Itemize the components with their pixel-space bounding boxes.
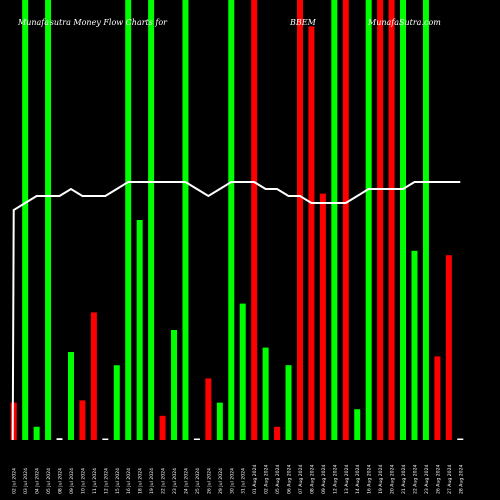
x-tick-label-13: 19 Jul 2024	[149, 468, 155, 494]
bar-39	[445, 255, 452, 440]
bar-24	[274, 426, 281, 440]
x-tick-label-16: 24 Jul 2024	[183, 468, 189, 494]
money-flow-line	[11, 181, 461, 441]
x-tick-label-30: 13 Aug 2024	[344, 464, 350, 494]
x-tick-label-4: 05 Jul 2024	[46, 468, 52, 494]
bar-6	[67, 352, 74, 440]
x-tick-labels: 02 Jul 2024 03 Jul 2024 04 Jul 2024 05 Jul …	[12, 464, 465, 494]
x-tick-label-3: 04 Jul 2024	[35, 468, 41, 494]
bar-40	[457, 438, 464, 440]
bar-36	[411, 250, 418, 440]
bar-3	[33, 426, 40, 440]
bar-2	[22, 0, 29, 440]
x-tick-label-35: 21 Aug 2024	[401, 464, 407, 494]
x-tick-label-25: 06 Aug 2024	[287, 464, 293, 494]
bar-12	[136, 220, 143, 440]
x-tick-label-8: 11 Jul 2024	[92, 468, 98, 494]
x-tick-label-17: 25 Jul 2024	[195, 468, 201, 494]
bar-15	[171, 330, 178, 440]
bar-35	[400, 0, 407, 440]
bar-4	[45, 0, 52, 440]
x-tick-label-31: 14 Aug 2024	[355, 464, 361, 494]
bar-33	[377, 0, 384, 440]
bar-37	[422, 0, 429, 440]
x-tick-label-6: 09 Jul 2024	[69, 468, 75, 494]
x-tick-label-7: 10 Jul 2024	[80, 468, 86, 494]
x-tick-label-19: 29 Jul 2024	[218, 468, 224, 494]
bar-11	[125, 0, 132, 440]
bars-group	[10, 0, 464, 441]
x-tick-label-22: 01 Aug 2024	[252, 464, 258, 494]
bar-7	[79, 400, 86, 440]
x-tick-label-39: 27 Aug 2024	[447, 464, 453, 494]
x-tick-label-40: 28 Aug 2024	[458, 464, 464, 494]
bar-28	[319, 193, 326, 440]
bar-20	[228, 0, 235, 440]
chart-header-site: MunafaSutra.com	[368, 18, 441, 27]
x-tick-label-18: 26 Jul 2024	[206, 468, 212, 494]
x-tick-label-1: 02 Jul 2024	[12, 468, 18, 494]
bar-29	[331, 0, 338, 440]
x-tick-label-34: 20 Aug 2024	[390, 464, 396, 494]
x-tick-label-21: 31 Jul 2024	[241, 468, 247, 494]
bar-31	[354, 409, 361, 440]
x-tick-label-26: 07 Aug 2024	[298, 464, 304, 494]
x-tick-label-32: 16 Aug 2024	[367, 464, 373, 494]
x-tick-label-10: 15 Jul 2024	[115, 468, 121, 494]
x-tick-label-15: 23 Jul 2024	[172, 468, 178, 494]
bar-19	[216, 402, 223, 440]
x-tick-label-2: 03 Jul 2024	[23, 468, 29, 494]
x-tick-label-33: 19 Aug 2024	[378, 464, 384, 494]
bar-17	[193, 438, 200, 440]
bar-16	[182, 0, 189, 440]
bar-10	[113, 365, 120, 440]
bar-18	[205, 378, 212, 440]
x-tick-label-20: 30 Jul 2024	[229, 468, 235, 494]
x-tick-label-37: 23 Aug 2024	[424, 464, 430, 494]
bar-13	[148, 0, 155, 440]
x-tick-label-14: 22 Jul 2024	[161, 468, 167, 494]
chart-header-symbol: BBEM	[290, 18, 316, 27]
x-tick-label-24: 05 Aug 2024	[275, 464, 281, 494]
bar-34	[388, 0, 395, 440]
x-tick-label-11: 16 Jul 2024	[126, 468, 132, 494]
x-tick-label-9: 12 Jul 2024	[103, 468, 109, 494]
bar-30	[342, 0, 349, 440]
chart-header-left: Munafa sutra Money Flow Charts for	[18, 18, 168, 27]
x-tick-label-38: 26 Aug 2024	[435, 464, 441, 494]
bar-26	[296, 0, 303, 440]
bar-38	[434, 356, 441, 440]
x-tick-label-36: 22 Aug 2024	[412, 464, 418, 494]
x-tick-label-28: 09 Aug 2024	[321, 464, 327, 494]
x-tick-label-27: 08 Aug 2024	[309, 464, 315, 494]
x-tick-label-12: 18 Jul 2024	[138, 468, 144, 494]
bar-14	[159, 415, 166, 440]
bar-27	[308, 26, 315, 441]
bar-8	[90, 312, 97, 440]
x-tick-label-29: 12 Aug 2024	[332, 464, 338, 494]
bar-23	[262, 347, 269, 440]
bar-9	[102, 438, 109, 440]
x-tick-label-5: 08 Jul 2024	[58, 468, 64, 494]
bar-25	[285, 365, 292, 440]
x-tick-label-23: 02 Aug 2024	[264, 464, 270, 494]
bar-22	[251, 0, 258, 440]
bar-32	[365, 0, 372, 440]
bar-21	[239, 303, 246, 440]
bar-5	[56, 438, 63, 440]
